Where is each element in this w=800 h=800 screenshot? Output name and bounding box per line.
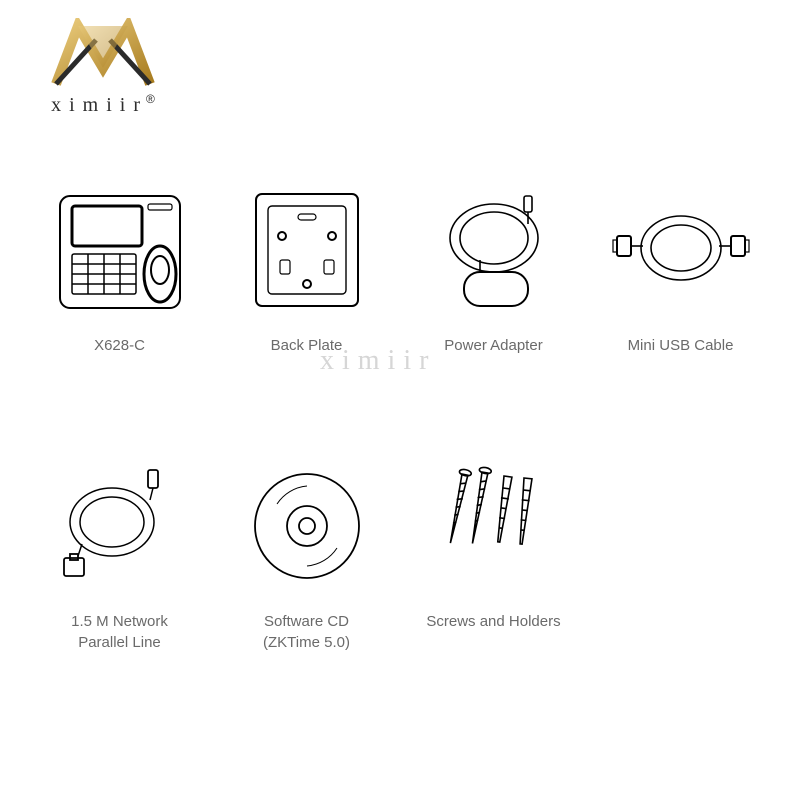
item-label: Power Adapter xyxy=(444,336,542,356)
brand-name: ximiir xyxy=(51,94,148,117)
package-contents-grid: X628-C Back Plate xyxy=(40,180,760,653)
item-adapter: Power Adapter xyxy=(414,180,573,356)
brand-logo-mark xyxy=(48,18,158,90)
item-label: X628-C xyxy=(94,336,145,356)
screws-icon xyxy=(424,456,564,596)
item-network-cable: 1.5 M Network Parallel Line xyxy=(40,456,199,653)
backplate-icon xyxy=(237,180,377,320)
item-screws: Screws and Holders xyxy=(414,456,573,653)
registered-mark: ® xyxy=(146,92,155,106)
network-cable-icon xyxy=(50,456,190,596)
item-cd: Software CD (ZKTime 5.0) xyxy=(227,456,386,653)
adapter-icon xyxy=(424,180,564,320)
cd-icon xyxy=(237,456,377,596)
brand-logo-text: ximiir ® xyxy=(51,94,155,117)
item-label: Back Plate xyxy=(271,336,343,356)
item-usb-cable: Mini USB Cable xyxy=(601,180,760,356)
item-label: Software CD (ZKTime 5.0) xyxy=(263,612,350,653)
device-icon xyxy=(50,180,190,320)
item-label: Screws and Holders xyxy=(426,612,560,632)
item-label: Mini USB Cable xyxy=(628,336,734,356)
item-label: 1.5 M Network Parallel Line xyxy=(71,612,168,653)
usb-cable-icon xyxy=(611,180,751,320)
item-backplate: Back Plate xyxy=(227,180,386,356)
brand-logo: ximiir ® xyxy=(48,18,158,117)
item-device: X628-C xyxy=(40,180,199,356)
